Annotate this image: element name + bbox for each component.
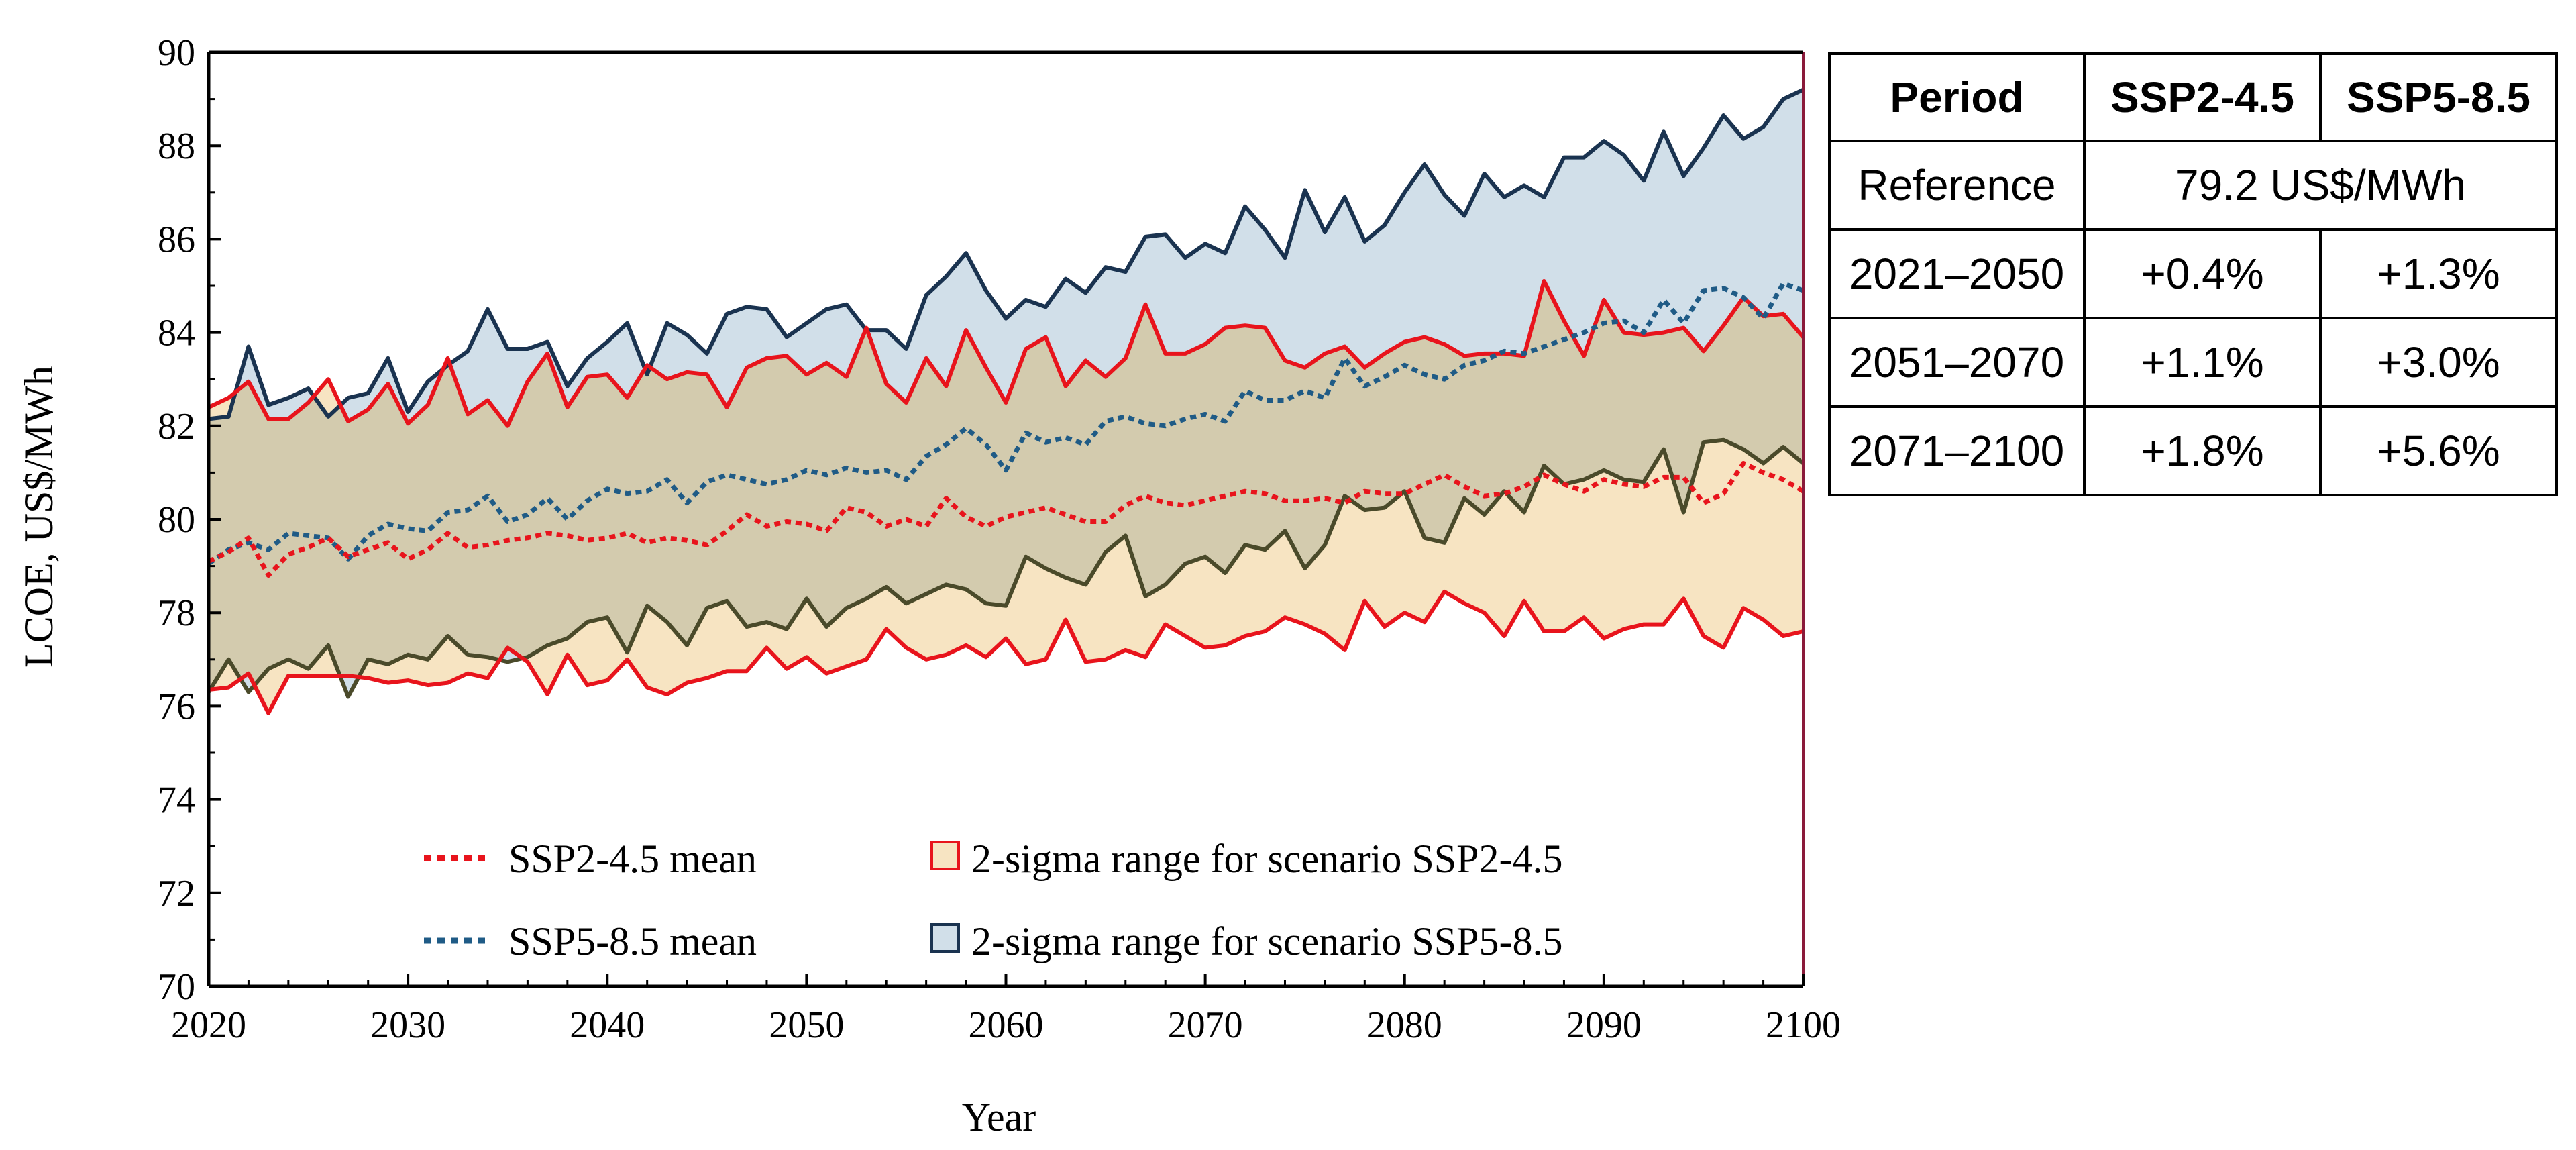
y-tick-label: 88: [158, 125, 195, 167]
table-row: 2051–2070 +1.1% +3.0%: [1828, 317, 2558, 408]
table-cell-ssp585: +1.3%: [2319, 228, 2558, 319]
table-row-reference: Reference 79.2 US$/MWh: [1828, 140, 2558, 231]
y-tick-label: 82: [158, 406, 195, 448]
x-tick-label: 2090: [1566, 1004, 1642, 1046]
table-header-period: Period: [1828, 52, 2086, 142]
x-tick-label: 2020: [171, 1004, 246, 1046]
table-cell-period: 2021–2050: [1828, 228, 2086, 319]
table-row: 2071–2100 +1.8% +5.6%: [1828, 405, 2558, 496]
y-tick-label: 70: [158, 966, 195, 1008]
table-cell-reference-label: Reference: [1828, 140, 2086, 231]
legend-swatch-ssp245-band: [930, 841, 960, 870]
table-header-ssp585: SSP5-8.5: [2319, 52, 2558, 142]
legend-swatch-ssp585-band: [930, 923, 960, 953]
summary-table: Period SSP2-4.5 SSP5-8.5 Reference 79.2 …: [1828, 52, 2558, 496]
y-tick-label: 78: [158, 592, 195, 634]
x-tick-label: 2070: [1168, 1004, 1243, 1046]
x-tick-label: 2060: [969, 1004, 1044, 1046]
y-tick-label: 74: [158, 780, 195, 821]
y-tick-label: 86: [158, 219, 195, 260]
y-tick-label: 76: [158, 686, 195, 727]
x-tick-label: 2030: [370, 1004, 445, 1046]
y-tick-label: 72: [158, 873, 195, 914]
y-tick-label: 90: [158, 32, 195, 74]
legend: SSP2-4.5 mean 2-sigma range for scenario…: [424, 837, 1562, 963]
table-header-ssp245: SSP2-4.5: [2083, 52, 2322, 142]
x-tick-label: 2100: [1766, 1004, 1841, 1046]
legend-label-ssp585-mean: SSP5-8.5 mean: [508, 919, 757, 963]
table-cell-ssp245: +0.4%: [2083, 228, 2322, 319]
x-axis-title: Year: [962, 1095, 1036, 1139]
x-tick-label: 2050: [769, 1004, 844, 1046]
table-cell-reference-value: 79.2 US$/MWh: [2083, 140, 2558, 231]
ssp245-upper-line: [207, 279, 1805, 428]
ssp585-mean-line: [207, 281, 1805, 566]
table-cell-ssp585: +5.6%: [2319, 405, 2558, 496]
ssp585-upper-line: [208, 87, 1805, 421]
x-tick-label: 2080: [1367, 1004, 1442, 1046]
table-cell-ssp245: +1.8%: [2083, 405, 2322, 496]
table-cell-ssp585: +3.0%: [2319, 317, 2558, 408]
table-row: 2021–2050 +0.4% +1.3%: [1828, 228, 2558, 319]
table-cell-period: 2051–2070: [1828, 317, 2086, 408]
y-tick-label: 84: [158, 313, 195, 354]
legend-label-ssp245-mean: SSP2-4.5 mean: [508, 837, 757, 881]
legend-label-ssp245-band: 2-sigma range for scenario SSP2-4.5: [971, 837, 1562, 881]
table-cell-ssp245: +1.1%: [2083, 317, 2322, 408]
y-tick-label: 80: [158, 499, 195, 541]
x-tick-label: 2040: [570, 1004, 645, 1046]
ssp245-lower-line: [208, 589, 1804, 715]
table-cell-period: 2071–2100: [1828, 405, 2086, 496]
y-axis-title: LCOE, US$/MWh: [17, 366, 61, 668]
legend-label-ssp585-band: 2-sigma range for scenario SSP5-8.5: [971, 919, 1562, 963]
ssp245-mean-line: [207, 461, 1805, 578]
table-header-row: Period SSP2-4.5 SSP5-8.5: [1828, 52, 2558, 142]
